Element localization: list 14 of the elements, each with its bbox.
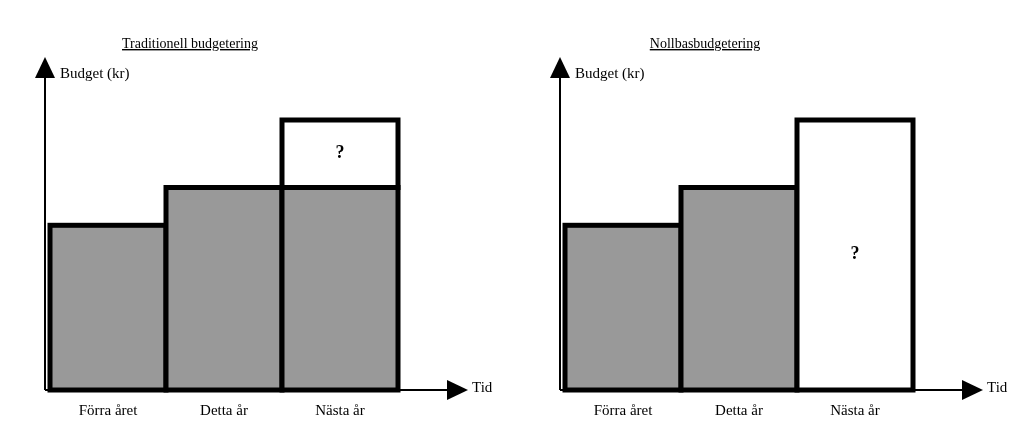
annotation: ? (850, 243, 860, 264)
x-tick-label: Nästa år (830, 402, 880, 418)
x-tick-label: Förra året (593, 402, 654, 418)
chart-title: Nollbasbudgetering (649, 36, 761, 51)
x-tick-label: Detta år (200, 402, 248, 418)
y-axis-title: Budget (kr) (575, 65, 645, 82)
y-axis-title: Budget (kr) (60, 65, 130, 82)
x-tick-label: Detta år (715, 402, 763, 418)
x-tick-label: Nästa år (315, 402, 365, 418)
x-axis-title: Tid (472, 379, 493, 395)
x-tick-label: Förra året (78, 402, 139, 418)
x-axis-title: Tid (987, 379, 1008, 395)
annotation: ? (335, 141, 345, 162)
chart-title: Traditionell budgetering (122, 36, 258, 51)
